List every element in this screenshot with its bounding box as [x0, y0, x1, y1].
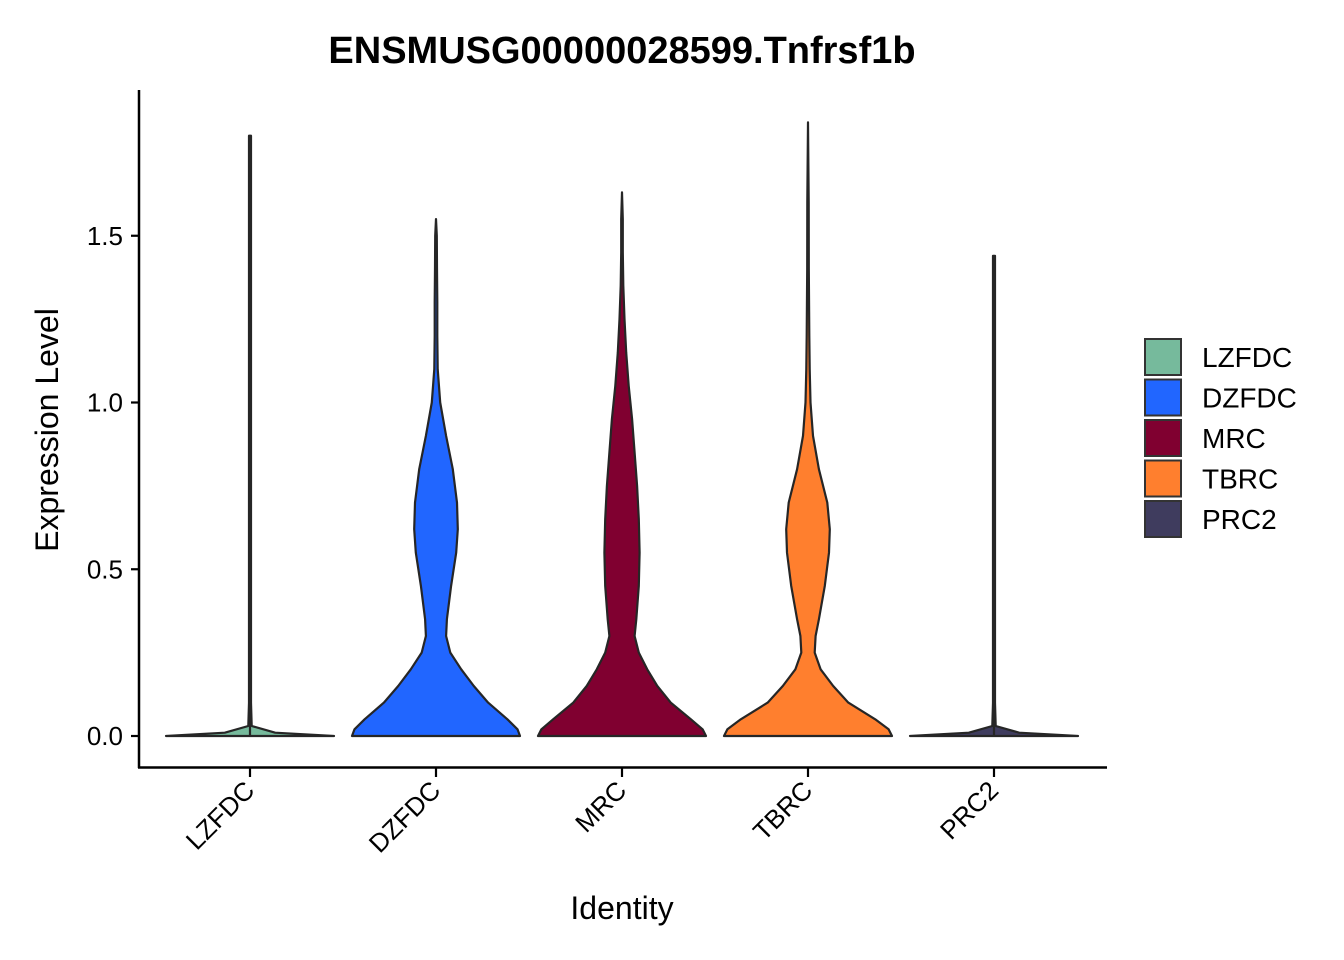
legend-swatch-tbrc	[1144, 459, 1182, 498]
legend: LZFDC DZFDC MRC TBRC PRC2	[1144, 338, 1297, 538]
legend-label: LZFDC	[1202, 342, 1292, 373]
y-tick-label: 0.0	[87, 721, 123, 751]
x-tick-label: DZFDC	[363, 775, 447, 859]
legend-label: TBRC	[1202, 464, 1278, 495]
violin-dzfdc	[350, 218, 522, 738]
legend-label: MRC	[1202, 423, 1266, 454]
legend-label: PRC2	[1202, 504, 1277, 535]
legend-swatch-prc2	[1144, 500, 1182, 538]
legend-swatch-dzfdc	[1144, 378, 1182, 417]
chart-title: ENSMUSG00000028599.Tnfrsf1b	[328, 30, 915, 72]
y-ticks-group: 0.0 0.5 1.0 1.5	[87, 221, 139, 751]
legend-label: DZFDC	[1202, 383, 1297, 414]
x-tick-label: LZFDC	[180, 775, 260, 855]
y-tick-label: 1.5	[87, 221, 123, 251]
violin-group	[164, 121, 1080, 738]
x-tick-label: PRC2	[934, 775, 1004, 845]
violin-tbrc	[722, 121, 894, 738]
x-tick-label: MRC	[569, 775, 632, 838]
y-axis-label: Expression Level	[29, 308, 65, 552]
violin-mrc	[536, 191, 708, 738]
y-tick-label: 1.0	[87, 388, 123, 418]
legend-swatch-lzfdc	[1144, 338, 1182, 376]
x-ticks-group: LZFDC DZFDC MRC TBRC PRC2	[180, 768, 1004, 859]
legend-swatch-mrc	[1144, 419, 1182, 457]
y-tick-label: 0.5	[87, 554, 123, 584]
x-tick-label: TBRC	[747, 775, 818, 846]
x-axis-label: Identity	[570, 890, 673, 926]
axes-group	[137, 90, 1107, 769]
